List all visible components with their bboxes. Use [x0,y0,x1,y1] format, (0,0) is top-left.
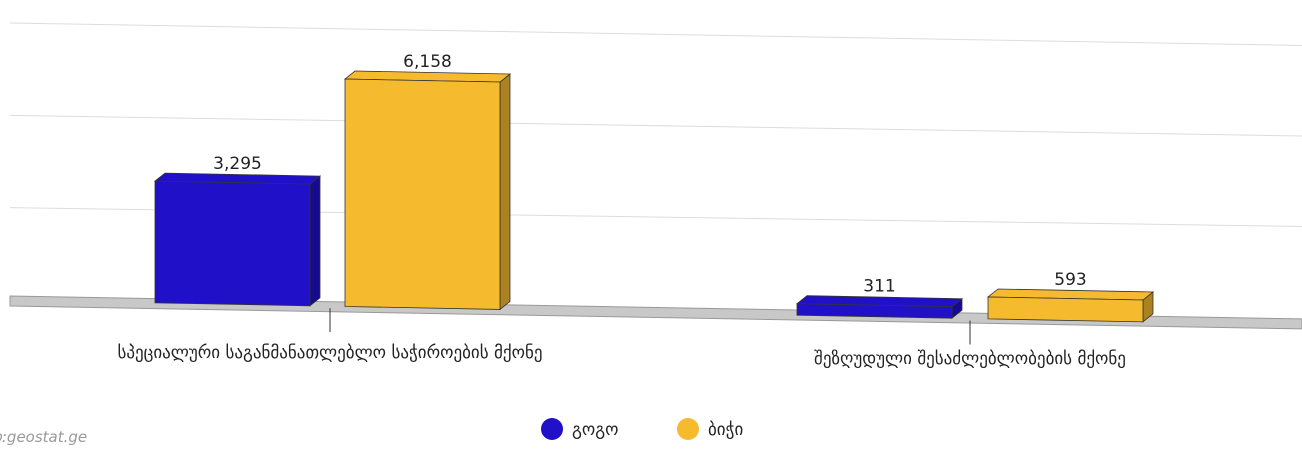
legend-label: გოგო [572,420,618,440]
legend-label: ბიჭი [708,420,743,440]
legend-swatch [677,418,699,440]
source: წყარო:geostat.ge [0,428,87,446]
value-label: 593 [1054,270,1086,290]
grid-line [9,114,1302,137]
bar [154,180,311,307]
bar [796,303,953,319]
value-label: 3,295 [213,154,262,174]
bar-side [309,175,321,307]
bar-side [499,73,511,311]
value-label: 6,158 [403,52,452,72]
x-tick-label: შეზღუდული შესაძლებლობების მქონე [814,349,1126,369]
value-label: 311 [863,277,895,297]
legend-swatch [541,418,563,440]
bar [987,296,1144,323]
grid-line [9,22,1302,46]
bar [344,78,501,310]
x-tick-label: სპეციალური საგანმანათლებლო საჭიროების მქ… [118,343,543,363]
